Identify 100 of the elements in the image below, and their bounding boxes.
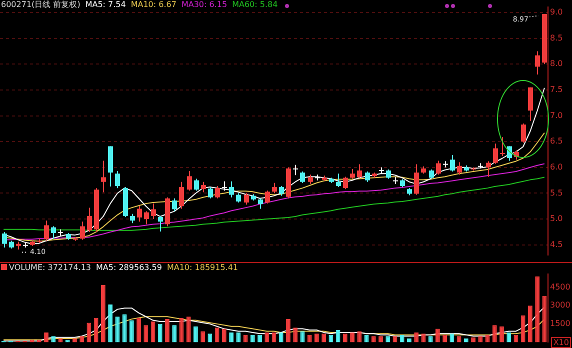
candlestick bbox=[172, 198, 177, 212]
candlestick bbox=[429, 168, 434, 180]
bar bbox=[450, 334, 454, 342]
bar bbox=[293, 328, 298, 342]
bar bbox=[236, 332, 241, 342]
bar bbox=[314, 334, 319, 342]
candlestick bbox=[179, 181, 184, 210]
bar bbox=[222, 328, 226, 342]
candlestick bbox=[115, 170, 120, 189]
candlestick bbox=[265, 190, 270, 204]
candlestick bbox=[535, 50, 540, 75]
bar bbox=[165, 319, 170, 342]
bar bbox=[421, 334, 426, 342]
candlestick bbox=[436, 160, 441, 176]
text: MA10: 185915.41 bbox=[166, 263, 238, 272]
candlestick bbox=[144, 210, 149, 225]
y-tick-label: 7.0 bbox=[550, 110, 563, 120]
bar bbox=[108, 304, 113, 342]
bar bbox=[186, 316, 191, 342]
bar bbox=[520, 315, 526, 342]
bar bbox=[264, 332, 270, 342]
candlestick bbox=[414, 164, 419, 196]
candlestick bbox=[236, 192, 241, 204]
bar bbox=[286, 319, 290, 342]
y-tick-label: 8.0 bbox=[550, 59, 563, 68]
candlestick bbox=[80, 221, 85, 240]
bar bbox=[322, 334, 326, 342]
candlestick bbox=[137, 206, 142, 222]
candlestick bbox=[215, 186, 220, 199]
bar bbox=[214, 328, 220, 342]
candlestick bbox=[258, 198, 263, 210]
y-tick-label: 4.5 bbox=[550, 240, 563, 249]
candlestick bbox=[521, 123, 526, 144]
bar bbox=[100, 284, 106, 342]
candlestick bbox=[272, 182, 277, 194]
bar bbox=[194, 326, 198, 342]
candlestick bbox=[386, 168, 391, 180]
bar bbox=[122, 314, 127, 342]
y-tick-label: 1500 bbox=[550, 319, 570, 328]
candlestick bbox=[528, 86, 533, 122]
text: MA10: 6.67 bbox=[130, 0, 176, 9]
legend-label: VOLUME: 372174.13 bbox=[9, 263, 91, 272]
candlestick bbox=[201, 181, 206, 193]
bar bbox=[535, 276, 540, 342]
text: MA60: 5.84 bbox=[232, 0, 278, 9]
y-tick-label: 5.5 bbox=[550, 188, 563, 198]
candlestick bbox=[450, 154, 455, 172]
candlestick bbox=[343, 176, 348, 190]
candlestick bbox=[151, 203, 156, 220]
bar bbox=[278, 332, 284, 342]
candlestick bbox=[500, 136, 505, 157]
candlestick bbox=[279, 186, 284, 196]
y-tick-label: 4500 bbox=[550, 282, 570, 292]
bar bbox=[94, 318, 98, 342]
candlestick bbox=[457, 162, 462, 176]
candlestick bbox=[194, 178, 199, 192]
candlestick bbox=[51, 226, 56, 240]
y-tick-label: 7.5 bbox=[550, 85, 563, 94]
y-tick-label: 3000 bbox=[550, 300, 570, 310]
bar bbox=[229, 332, 234, 342]
text: MA5: 289563.59 bbox=[96, 263, 162, 272]
candlestick bbox=[87, 207, 92, 232]
bar bbox=[492, 325, 497, 342]
y-tick-label: 9.0 bbox=[550, 8, 563, 17]
candlestick bbox=[158, 215, 163, 232]
bar bbox=[435, 328, 440, 342]
candlestick bbox=[493, 143, 498, 164]
candlestick bbox=[365, 171, 370, 182]
candlestick bbox=[44, 220, 49, 242]
candlestick bbox=[293, 164, 298, 176]
bar bbox=[200, 331, 206, 342]
candlestick bbox=[300, 171, 305, 184]
bar bbox=[342, 334, 348, 342]
bar bbox=[357, 331, 362, 342]
y-axis-title: X10 bbox=[551, 337, 571, 348]
bar bbox=[506, 332, 512, 342]
bar bbox=[350, 332, 354, 342]
bar bbox=[136, 318, 141, 342]
bar bbox=[115, 316, 120, 342]
candlestick bbox=[393, 176, 398, 184]
candlestick bbox=[208, 186, 213, 199]
candlestick bbox=[130, 213, 135, 224]
bar bbox=[44, 332, 48, 342]
candlestick bbox=[2, 231, 7, 248]
bar bbox=[500, 326, 504, 342]
bar bbox=[336, 330, 340, 342]
bar bbox=[542, 296, 547, 342]
candlestick bbox=[187, 170, 192, 192]
bar bbox=[158, 324, 162, 342]
candlestick bbox=[244, 192, 249, 206]
candlestick bbox=[336, 173, 341, 188]
candlestick bbox=[486, 160, 491, 178]
y-tick-label: 5.0 bbox=[550, 214, 563, 224]
candlestick bbox=[101, 160, 106, 193]
text: MA5: 7.54 bbox=[85, 0, 126, 9]
bar bbox=[144, 325, 148, 342]
y-tick-label: 8.5 bbox=[550, 33, 563, 42]
bar bbox=[172, 325, 177, 342]
candlestick bbox=[222, 180, 227, 192]
y-tick-label: 6.5 bbox=[550, 136, 563, 146]
